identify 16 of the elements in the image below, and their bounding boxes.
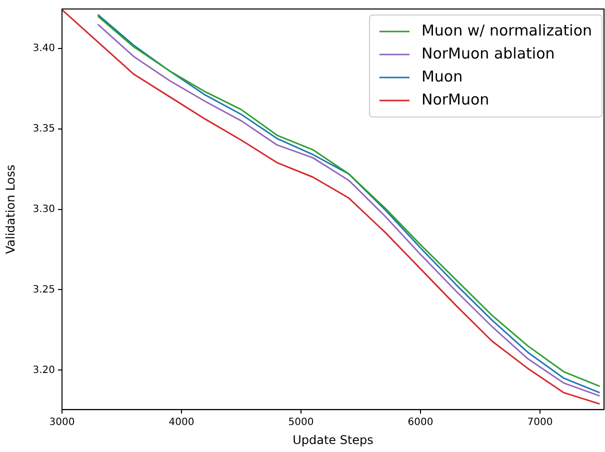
x-tick-label: 5000	[288, 417, 314, 428]
y-tick-label: 3.35	[32, 123, 55, 134]
x-tick-label: 7000	[527, 417, 553, 428]
x-axis-title: Update Steps	[292, 432, 374, 447]
legend-label: NorMuon	[421, 90, 490, 108]
legend-label: NorMuon ablation	[421, 44, 555, 62]
x-tick-label: 6000	[408, 417, 434, 428]
y-tick-label: 3.40	[32, 43, 55, 54]
legend-label: Muon	[421, 67, 463, 86]
x-tick-label: 4000	[168, 417, 194, 428]
x-tick-label: 3000	[49, 417, 75, 428]
y-axis-title: Validation Loss	[3, 164, 18, 254]
y-tick-label: 3.25	[32, 284, 55, 296]
legend-label: Muon w/ normalization	[421, 21, 592, 40]
y-tick-label: 3.30	[32, 204, 55, 215]
y-tick-label: 3.20	[32, 364, 55, 376]
